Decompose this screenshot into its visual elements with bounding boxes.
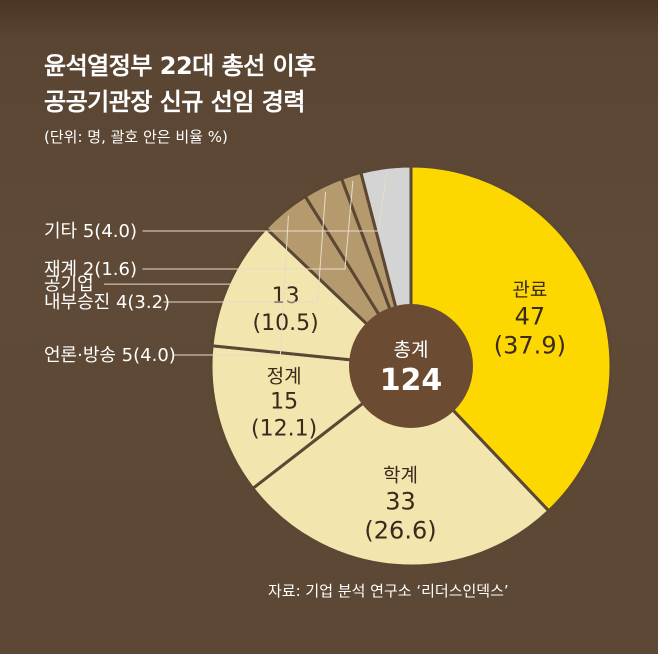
slice-4-values: 13(10.5) (253, 284, 319, 336)
slice-3-label-line-1: 정계 (267, 365, 302, 387)
slice-2-wedge (251, 364, 551, 568)
slice-1-label-line-2: 47 (515, 302, 546, 330)
slice-4-values-line-1: 13 (272, 284, 300, 309)
slice-3-label: 정계 15(12.1) (251, 365, 317, 441)
slice-8-leader (142, 173, 387, 232)
slice-2-label-line-1: 학계 (383, 464, 418, 486)
slice-7-label: 재계 2(1.6) (44, 259, 137, 280)
slice-6-label: 내부승진 4(3.2) (44, 292, 170, 313)
slice-1-wedge (409, 164, 613, 513)
unit-note: (단위: 명, 괄호 안은 비율 %) (44, 128, 228, 146)
slice-6-leader (163, 191, 327, 303)
slice-2-label-line-3: (26.6) (364, 517, 436, 545)
slice-5-leader (174, 215, 289, 356)
slice-1-label-line-3: (37.9) (494, 332, 566, 360)
slice-1-label-line-1: 관료 (512, 279, 547, 301)
chart-title-line-1: 윤석열정부 22대 총선 이후 (44, 52, 316, 80)
source-note: 자료: 기업 분석 연구소 ‘리더스인덱스’ (268, 582, 509, 600)
slice-5-label: 언론·방송 5(4.0) (44, 345, 176, 366)
center-label: 총계 (394, 339, 429, 361)
slice-8-label: 기타 5(4.0) (44, 221, 137, 242)
center-circle (349, 304, 473, 428)
slice-3-label-line-3: (12.1) (251, 416, 317, 441)
slice-4-name: 공기업 (44, 274, 94, 295)
chart-title-line-2: 공공기관장 신규 선임 경력 (44, 88, 305, 116)
slice-3-label-line-2: 15 (270, 390, 298, 415)
slice-4-values-line-2: (10.5) (253, 311, 319, 336)
slice-2-label-line-2: 33 (385, 487, 416, 515)
slice-7-leader (142, 180, 354, 270)
center-value: 124 (380, 363, 443, 398)
